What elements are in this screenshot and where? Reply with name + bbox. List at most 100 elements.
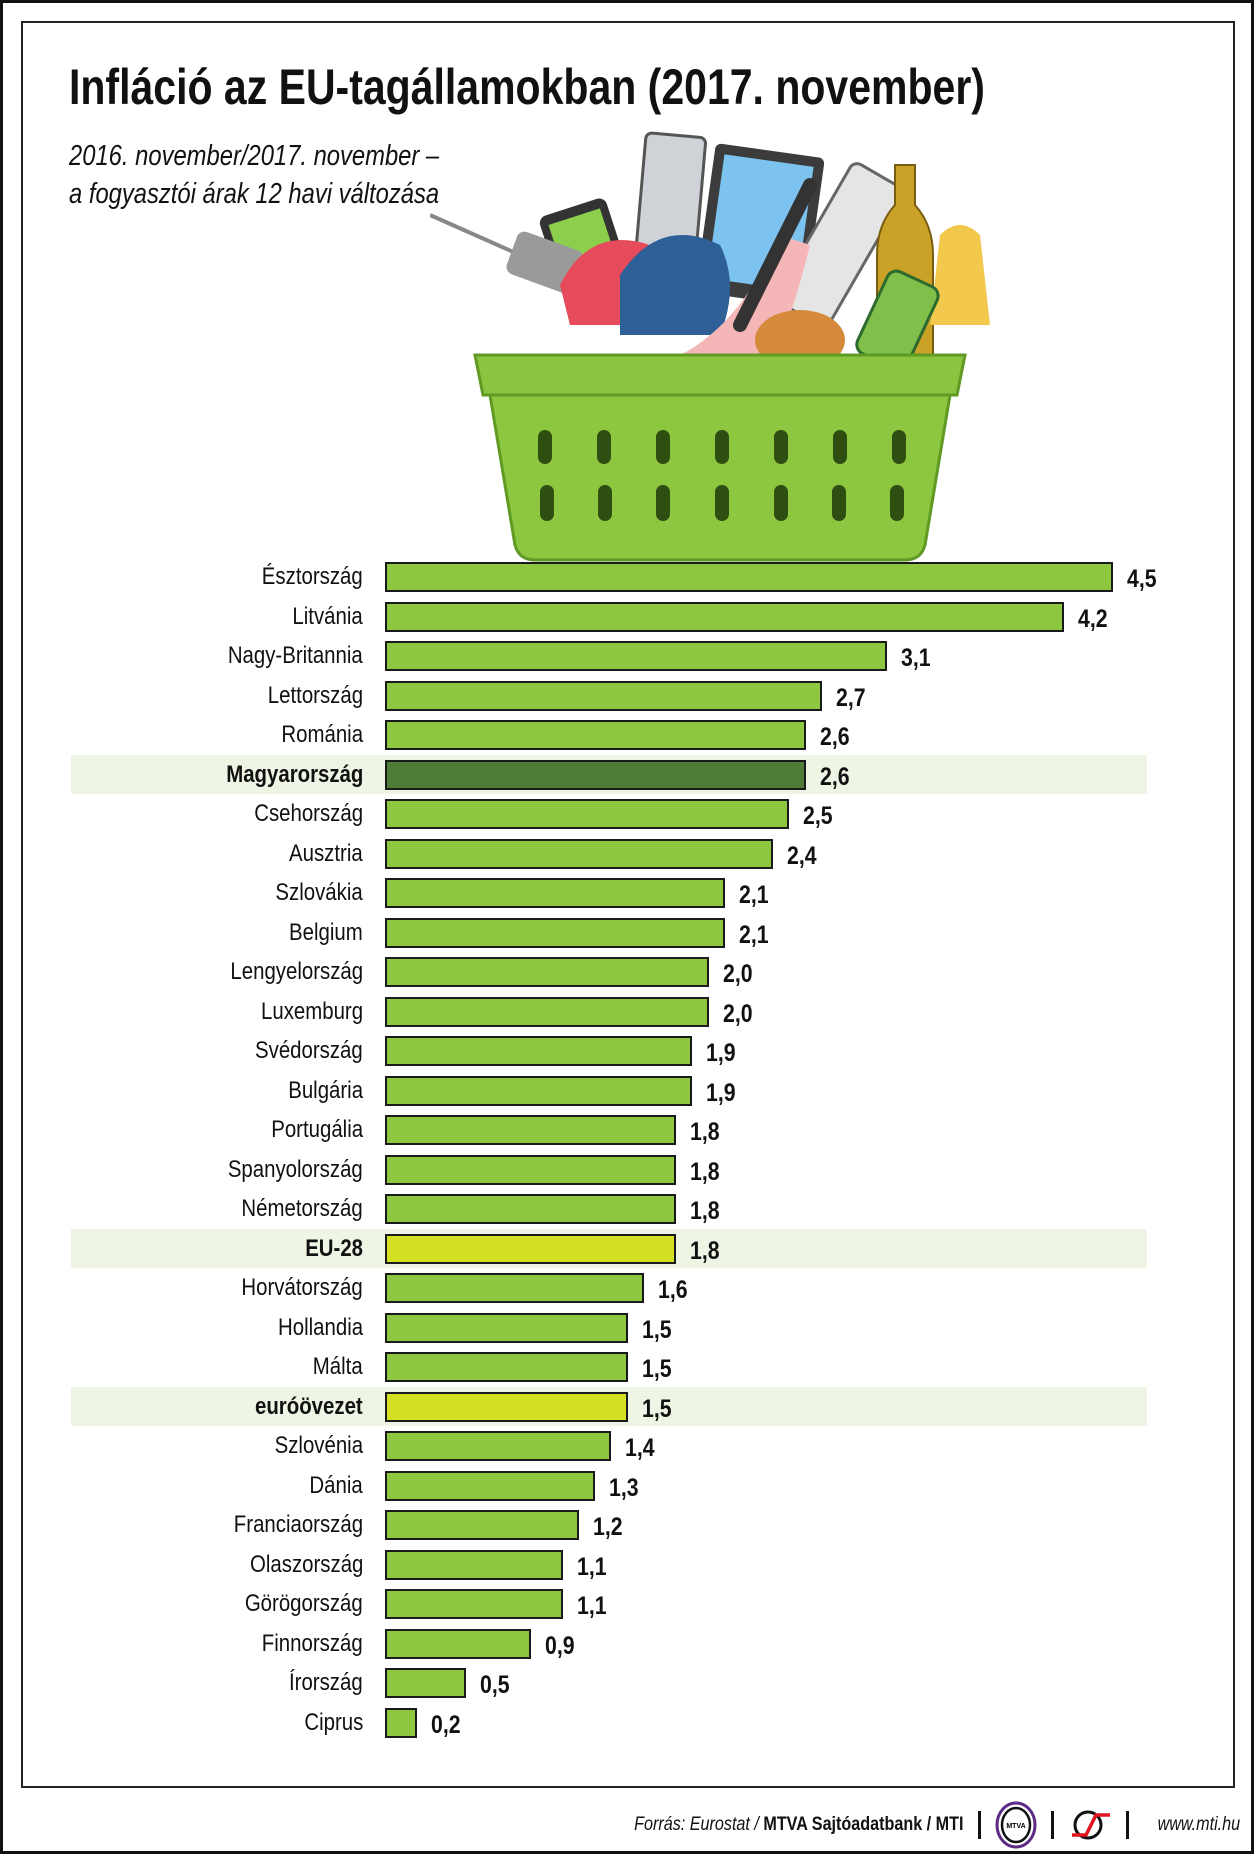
bar: [385, 720, 806, 750]
mti-url-link[interactable]: www.mti.hu: [1157, 1814, 1240, 1835]
source-text: Forrás: Eurostat / MTVA Sajtóadatbank / …: [635, 1814, 964, 1836]
category-label: Bulgária: [288, 1076, 363, 1104]
value-label: 2,1: [738, 920, 769, 949]
category-label: Finnország: [262, 1629, 363, 1657]
value-label: 2,1: [738, 881, 769, 909]
value-label: 2,0: [722, 960, 753, 988]
bar: [385, 1589, 563, 1619]
bar: [385, 996, 709, 1027]
value-label: 1,8: [690, 1197, 720, 1225]
category-label: Nagy-Britannia: [228, 642, 363, 669]
category-label: Málta: [313, 1353, 363, 1380]
value-label: 0,2: [431, 1710, 461, 1739]
bar: [385, 1115, 677, 1145]
value-label: 1,5: [641, 1315, 672, 1344]
category-label: Ausztria: [289, 839, 363, 867]
bar: [385, 1431, 612, 1461]
category-label: Ciprus: [304, 1708, 363, 1736]
category-label: Lengyelország: [230, 958, 363, 985]
category-label: Litvánia: [292, 602, 363, 630]
value-label: 2,0: [722, 999, 753, 1028]
source-prefix: Forrás: Eurostat /: [634, 1814, 764, 1835]
bar: [385, 1668, 466, 1698]
category-label: Olaszország: [249, 1550, 363, 1578]
category-label: Észtország: [262, 563, 363, 590]
value-label: 1,1: [576, 1592, 607, 1620]
category-label: Írország: [289, 1669, 363, 1696]
value-label: 2,7: [835, 683, 866, 712]
subtitle-line-2-text: a fogyasztói árak 12 havi változása: [69, 178, 440, 210]
value-label: 2,5: [803, 802, 833, 830]
bar: [385, 1470, 596, 1501]
divider: [977, 1811, 981, 1839]
bar: [385, 1194, 677, 1224]
bar: [385, 1233, 677, 1264]
bar: [385, 1628, 531, 1659]
value-label: 2,4: [787, 841, 817, 870]
value-label: 1,3: [609, 1473, 639, 1502]
value-label: 1,1: [576, 1552, 607, 1581]
bar: [385, 799, 790, 829]
value-label: 1,9: [706, 1078, 736, 1107]
category-label: EU-28: [305, 1234, 363, 1262]
category-label: Németország: [241, 1195, 363, 1222]
bar: [385, 1391, 628, 1422]
bar: [385, 1352, 628, 1382]
source-bold: MTVA Sajtóadatbank: [763, 1814, 923, 1835]
value-label: 0,9: [544, 1631, 575, 1660]
category-label: Lettország: [267, 681, 363, 709]
category-label: Szlovénia: [274, 1432, 363, 1459]
value-label: 4,2: [1078, 604, 1109, 633]
value-label: 1,5: [641, 1355, 672, 1383]
chart-title-text: Infláció az EU-tagállamokban (2017. nove…: [69, 59, 985, 115]
mti-logo-icon: [1071, 1810, 1110, 1840]
inner-frame: [21, 21, 1235, 1788]
value-label: 1,8: [690, 1118, 720, 1146]
bar: [385, 957, 709, 987]
category-label: Románia: [281, 721, 363, 748]
category-label: Görögország: [245, 1590, 363, 1617]
category-label: Spanyolország: [228, 1155, 363, 1183]
bar: [385, 1312, 628, 1343]
divider: [1050, 1811, 1054, 1839]
category-label: Luxemburg: [260, 997, 363, 1025]
value-label: 1,8: [690, 1236, 720, 1265]
bar: [385, 1075, 693, 1106]
bar: [385, 878, 725, 908]
value-label: 3,1: [900, 644, 931, 672]
value-label: 1,2: [593, 1513, 623, 1541]
category-label: Horvátország: [241, 1274, 363, 1301]
value-label: 4,5: [1127, 565, 1157, 593]
category-label: Csehország: [254, 800, 363, 827]
bar: [385, 1154, 677, 1185]
bar: [385, 641, 887, 671]
category-label: Svédország: [255, 1037, 363, 1064]
bar: [385, 838, 774, 869]
category-label: Hollandia: [277, 1313, 363, 1341]
value-label: 2,6: [819, 723, 850, 751]
svg-text:MTVA: MTVA: [1006, 1823, 1025, 1830]
subtitle-line-2: a fogyasztói árak 12 havi változása: [69, 178, 520, 211]
bar: [385, 759, 806, 790]
value-label: 1,8: [690, 1157, 720, 1186]
footer: Forrás: Eurostat / MTVA Sajtóadatbank / …: [576, 1800, 1240, 1850]
category-label: Magyarország: [225, 760, 363, 788]
subtitle-line-1-text: 2016. november/2017. november –: [69, 140, 440, 172]
category-label: Dánia: [309, 1471, 363, 1499]
value-label: 1,6: [657, 1276, 688, 1304]
category-label: Franciaország: [233, 1511, 363, 1538]
value-label: 2,6: [819, 762, 850, 791]
category-label: Szlovákia: [275, 879, 363, 906]
bar: [385, 601, 1065, 632]
category-label: euróövezet: [255, 1392, 363, 1420]
bar: [385, 562, 1113, 592]
value-label: 0,5: [479, 1671, 510, 1699]
shopping-basket-illustration: [430, 131, 990, 562]
value-label: 1,4: [625, 1434, 656, 1462]
bar: [385, 1549, 563, 1580]
subtitle-line-1: 2016. november/2017. november –: [69, 140, 520, 173]
value-label: 1,9: [706, 1039, 736, 1067]
bar: [385, 1510, 580, 1540]
